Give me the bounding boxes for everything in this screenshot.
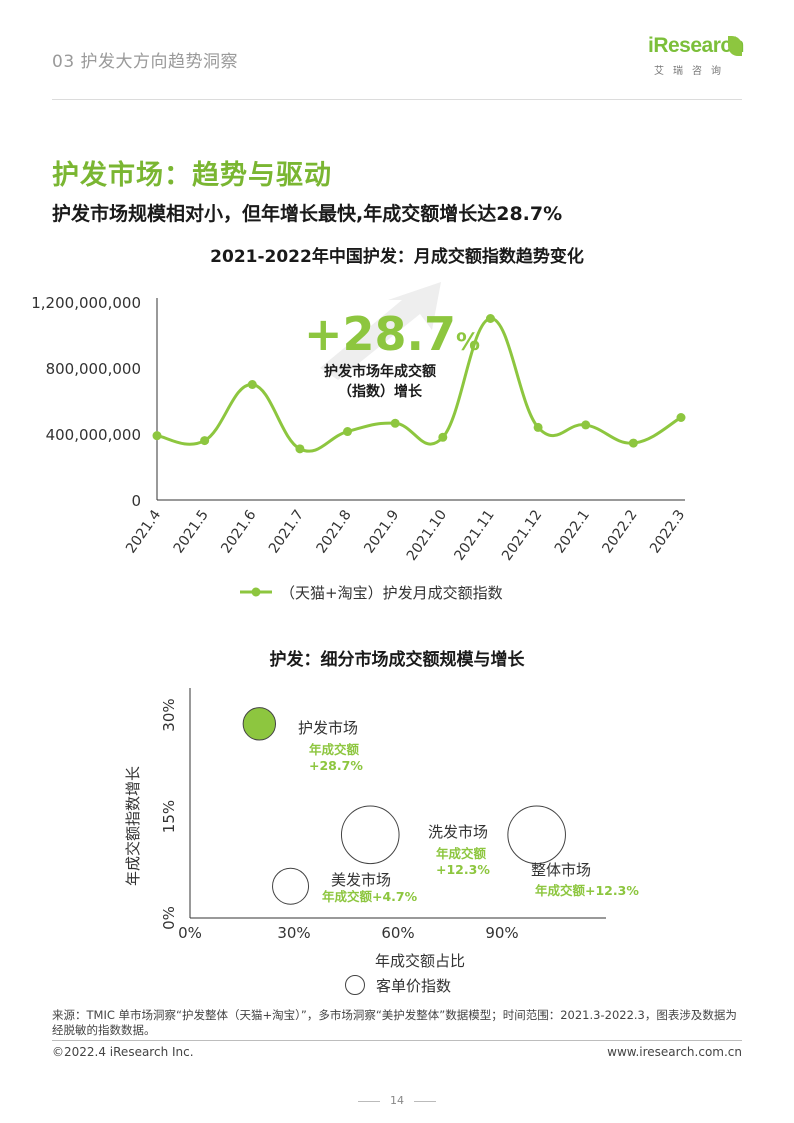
data-point — [628, 438, 638, 448]
bubble — [242, 707, 277, 741]
y-tick-label: 1,200,000,000 — [31, 294, 141, 312]
y-tick-label: 30% — [160, 698, 178, 731]
bubble-value-label: 年成交额 — [309, 742, 360, 757]
bubble — [507, 805, 566, 865]
bubble-value-label: 年成交额 — [436, 846, 487, 861]
growth-annotation-label: （指数）增长 — [338, 383, 423, 400]
legend-label: （天猫+淘宝）护发月成交额指数 — [280, 584, 503, 602]
bubble-chart: 0% 30% 60% 90% 0% 15% 30% 年成交额占比 年成交额指数增长 护发市场年成交… — [124, 688, 639, 995]
x-tick-label: 2021.4 — [123, 507, 164, 556]
bubble-label: 护发市场 — [298, 719, 358, 737]
data-point — [200, 436, 210, 446]
x-axis-title: 年成交额占比 — [375, 952, 465, 970]
x-tick-label: 2021.12 — [499, 507, 545, 564]
copyright: ©2022.4 iResearch Inc. — [52, 1045, 194, 1059]
y-axis-title: 年成交额指数增长 — [124, 766, 142, 886]
y-tick-label: 15% — [160, 800, 178, 833]
data-point — [581, 420, 591, 430]
logo-leaf-icon — [728, 36, 742, 56]
x-tick-label: 2021.6 — [218, 507, 259, 556]
bubble-value-label: +12.3% — [436, 862, 490, 877]
page-heading: 护发市场：趋势与驱动 — [52, 160, 332, 191]
size-legend-circle — [345, 975, 365, 995]
logo-wordmark: iResearch — [648, 34, 744, 57]
page-number-dash-right — [414, 1100, 436, 1102]
section-title: 03 护发大方向趋势洞察 — [52, 52, 239, 72]
website-link[interactable]: www.iresearch.com.cn — [607, 1045, 742, 1059]
y-tick-label: 400,000,000 — [46, 426, 141, 444]
bubble — [340, 805, 400, 865]
bubble-label: 美发市场 — [331, 871, 391, 889]
x-tick-label: 2021.10 — [404, 507, 450, 564]
x-tick-label: 90% — [485, 924, 518, 942]
x-tick-label: 0% — [178, 924, 202, 942]
footer-divider — [52, 1040, 742, 1041]
line-chart: 0 400,000,000 800,000,000 1,200,000,000 2021… — [31, 282, 688, 602]
page-subheading: 护发市场规模相对小，但年增长最快,年成交额增长达28.7% — [52, 203, 563, 225]
x-tick-label: 60% — [381, 924, 414, 942]
page-number: 14 — [0, 1094, 794, 1107]
x-tick-label: 2022.2 — [599, 507, 640, 556]
x-tick-label: 2022.3 — [647, 507, 688, 556]
data-point — [485, 314, 495, 323]
page-number-value: 14 — [390, 1094, 404, 1107]
data-point — [247, 380, 257, 389]
bubble-value-label: 年成交额+12.3% — [535, 883, 639, 898]
growth-annotation-label: 护发市场年成交额 — [324, 363, 436, 380]
bubble — [272, 867, 310, 905]
legend-point-marker — [251, 587, 261, 597]
y-tick-label: 800,000,000 — [46, 360, 141, 378]
iresearch-logo: iResearch 艾瑞咨询 — [648, 34, 744, 80]
x-tick-label: 2021.9 — [361, 507, 402, 556]
x-tick-label: 2021.7 — [266, 507, 307, 556]
y-tick-label: 0 — [131, 492, 141, 510]
data-point — [343, 427, 353, 437]
bubble-value-label: +28.7% — [309, 758, 363, 773]
x-tick-label: 30% — [277, 924, 310, 942]
line-chart-title: 2021-2022年中国护发：月成交额指数趋势变化 — [210, 247, 584, 267]
bubble-value-label: 年成交额+4.7% — [322, 889, 418, 904]
bubble-label: 洗发市场 — [428, 823, 488, 841]
x-tick-label: 2022.1 — [552, 507, 593, 556]
data-point — [152, 431, 162, 441]
bubble-label: 整体市场 — [531, 861, 591, 879]
data-point — [295, 444, 305, 454]
data-point — [390, 418, 400, 428]
source-note: 来源：TMIC 单市场洞察“护发整体（天猫+淘宝）”，多市场洞察“美护发整体”数… — [52, 1008, 737, 1037]
x-tick-label: 2021.5 — [171, 507, 212, 556]
growth-arrow-icon — [320, 282, 441, 380]
data-point — [676, 413, 686, 422]
logo-subtitle: 艾瑞咨询 — [654, 66, 730, 77]
x-tick-label: 2021.8 — [314, 507, 355, 556]
y-tick-label: 0% — [160, 906, 178, 930]
size-legend-label: 客单价指数 — [376, 977, 451, 995]
growth-value-annotation: +28.7% — [304, 307, 480, 361]
header-divider — [52, 99, 742, 100]
data-point — [533, 422, 543, 432]
bubble-chart-title: 护发：细分市场成交额规模与增长 — [269, 650, 525, 670]
page-number-dash-left — [358, 1100, 380, 1102]
data-point — [438, 432, 448, 442]
x-tick-label: 2021.11 — [451, 507, 497, 564]
